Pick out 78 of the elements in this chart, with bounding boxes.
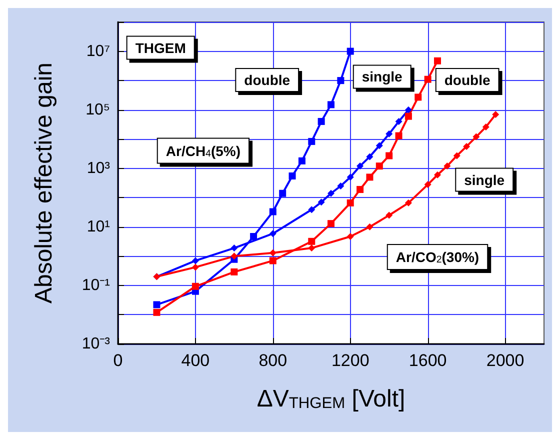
y-tick-label: 10⁻³ <box>82 336 111 352</box>
point <box>230 268 238 276</box>
point <box>434 57 441 64</box>
y-tick-label: 10⁻¹ <box>82 276 110 294</box>
point <box>366 153 374 160</box>
annotation: Ar/CO2(30%) <box>396 249 480 266</box>
point <box>308 244 316 252</box>
point <box>386 152 393 160</box>
point <box>328 101 334 108</box>
point <box>250 233 258 240</box>
point <box>328 190 334 197</box>
x-tick-label: 0 <box>113 351 123 370</box>
point <box>472 133 480 140</box>
point <box>269 257 276 264</box>
point <box>444 162 451 170</box>
point <box>482 123 490 130</box>
point <box>153 301 160 308</box>
point <box>318 118 325 125</box>
point <box>337 77 344 84</box>
point <box>376 162 383 170</box>
y-tick-label: 10³ <box>86 160 111 177</box>
point <box>269 249 276 256</box>
annotation: double <box>244 72 290 88</box>
point <box>453 152 460 160</box>
point <box>414 94 422 101</box>
point <box>192 257 199 264</box>
point <box>269 230 276 238</box>
x-tick-label: 1600 <box>408 351 447 370</box>
point <box>356 186 364 193</box>
point <box>346 199 354 206</box>
point <box>230 252 238 260</box>
x-axis-title: ΔVTHGEM [Volt] <box>256 385 406 412</box>
point <box>192 282 199 290</box>
y-tick-label: 10¹ <box>86 218 110 236</box>
point <box>308 138 316 145</box>
point <box>153 308 160 316</box>
point <box>395 132 402 140</box>
point <box>463 142 470 150</box>
point <box>318 198 325 206</box>
point <box>269 208 276 216</box>
x-tick-label: 1200 <box>331 351 370 370</box>
y-tick-label: 10⁷ <box>86 42 110 60</box>
point <box>424 181 432 188</box>
point <box>192 264 199 271</box>
point <box>346 174 354 181</box>
annotation: single <box>464 172 505 188</box>
annotation: THGEM <box>135 40 186 56</box>
point <box>366 174 374 181</box>
annotation: Ar/CH4(5%) <box>166 142 241 160</box>
point <box>386 130 393 138</box>
point <box>404 199 412 206</box>
point <box>376 142 383 150</box>
x-tick-label: 2000 <box>486 351 524 370</box>
point <box>434 171 441 178</box>
point <box>346 48 354 55</box>
point <box>308 238 316 245</box>
point <box>395 118 402 125</box>
point <box>337 182 344 190</box>
annotation: double <box>444 72 490 88</box>
point <box>404 112 412 120</box>
x-tick-label: 800 <box>258 351 288 370</box>
x-tick-label: 400 <box>181 351 210 370</box>
point <box>328 220 334 228</box>
point <box>346 233 354 240</box>
point <box>366 223 374 230</box>
point <box>386 212 393 219</box>
point <box>424 76 432 83</box>
point <box>230 244 238 252</box>
point <box>492 111 500 118</box>
point <box>288 172 296 180</box>
point <box>404 106 412 114</box>
point <box>298 157 306 164</box>
y-tick-label: 10⁵ <box>86 101 110 118</box>
annotation: single <box>362 68 403 85</box>
point <box>308 206 316 214</box>
point <box>356 162 364 170</box>
y-axis-title: Absolute effective gain <box>30 62 58 304</box>
point <box>279 190 286 197</box>
